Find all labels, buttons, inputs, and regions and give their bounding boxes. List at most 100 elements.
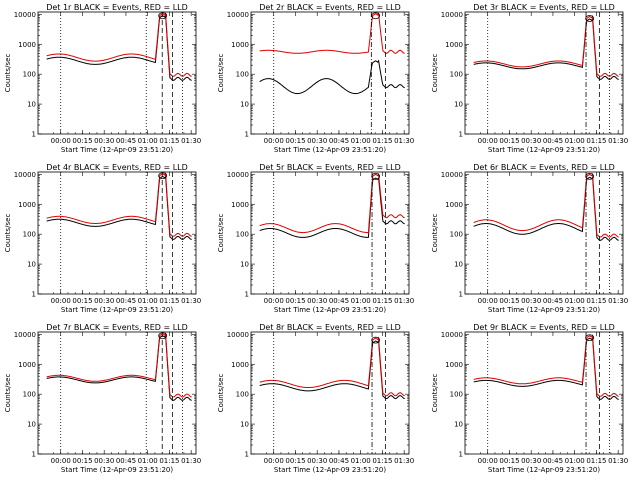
chart-title: Det 4r BLACK = Events, RED = LLD bbox=[46, 163, 188, 172]
chart-panel-8: Det 8r BLACK = Events, RED = LLD 1 10 100 10… bbox=[217, 323, 414, 474]
chart-panel-9: Det 9r BLACK = Events, RED = LLD 1 10 100 10… bbox=[431, 323, 628, 474]
x-tick-label: 00:00 bbox=[478, 457, 498, 465]
peak-marker bbox=[371, 336, 381, 344]
x-tick-label: 00:00 bbox=[51, 297, 71, 305]
y-tick-label: 100 bbox=[450, 71, 463, 79]
chart-title: Det 2r BLACK = Events, RED = LLD bbox=[259, 3, 401, 12]
y-axis-label: Counts/sec bbox=[217, 54, 225, 93]
x-tick-label: 01:15 bbox=[586, 137, 606, 145]
chart-panel-6: Det 6r BLACK = Events, RED = LLD 1 10 100 10… bbox=[431, 163, 628, 314]
x-tick-label: 00:45 bbox=[116, 137, 136, 145]
x-axis-label: Start Time (12-Apr-09 23:51:20) bbox=[61, 306, 173, 314]
x-tick-label: 00:15 bbox=[499, 137, 519, 145]
y-axis-label: Counts/sec bbox=[431, 374, 439, 413]
y-tick-label: 1 bbox=[32, 131, 36, 139]
x-tick-label: 00:00 bbox=[264, 297, 284, 305]
x-tick-label: 01:30 bbox=[181, 297, 201, 305]
x-tick-label: 01:30 bbox=[181, 457, 201, 465]
y-tick-label: 1 bbox=[245, 451, 249, 459]
y-tick-label: 1000 bbox=[445, 361, 463, 369]
series-group bbox=[473, 334, 619, 400]
x-tick-label: 00:00 bbox=[264, 457, 284, 465]
series-group bbox=[473, 172, 619, 241]
y-tick-label: 1000 bbox=[231, 201, 249, 209]
peak-marker bbox=[585, 334, 595, 342]
y-axis-label: Counts/sec bbox=[217, 214, 225, 253]
plot-frame bbox=[464, 171, 624, 295]
x-tick-label: 00:45 bbox=[543, 137, 563, 145]
x-tick-label: 01:30 bbox=[394, 297, 414, 305]
x-tick-label: 01:15 bbox=[372, 297, 392, 305]
x-tick-label: 00:30 bbox=[94, 457, 114, 465]
series-line-lld bbox=[473, 334, 619, 397]
y-tick-label: 10000 bbox=[14, 331, 36, 339]
x-tick-label: 00:30 bbox=[307, 137, 327, 145]
x-tick-label: 00:15 bbox=[72, 297, 92, 305]
y-tick-label: 1000 bbox=[445, 201, 463, 209]
y-tick-label: 10 bbox=[27, 101, 36, 109]
x-tick-label: 00:30 bbox=[94, 137, 114, 145]
plot-frame bbox=[464, 11, 624, 135]
x-tick-label: 00:15 bbox=[499, 297, 519, 305]
x-tick-label: 00:45 bbox=[329, 297, 349, 305]
y-tick-label: 10 bbox=[27, 421, 36, 429]
series-line-lld bbox=[259, 12, 405, 54]
y-tick-label: 10000 bbox=[441, 331, 463, 339]
y-tick-label: 10 bbox=[27, 261, 36, 269]
y-tick-label: 10000 bbox=[227, 331, 249, 339]
plot-frame bbox=[250, 11, 410, 135]
series-line-lld bbox=[46, 172, 192, 237]
x-tick-label: 00:00 bbox=[478, 137, 498, 145]
chart-title: Det 8r BLACK = Events, RED = LLD bbox=[259, 323, 401, 332]
chart-title: Det 6r BLACK = Events, RED = LLD bbox=[473, 163, 615, 172]
x-tick-label: 01:15 bbox=[159, 457, 179, 465]
y-tick-label: 100 bbox=[23, 231, 36, 239]
x-tick-label: 01:15 bbox=[586, 297, 606, 305]
x-axis-label: Start Time (12-Apr-09 23:51:20) bbox=[488, 466, 600, 474]
y-tick-label: 10 bbox=[454, 421, 463, 429]
y-tick-label: 100 bbox=[236, 71, 249, 79]
y-tick-label: 1 bbox=[245, 131, 249, 139]
y-tick-label: 1 bbox=[245, 291, 249, 299]
x-tick-label: 01:15 bbox=[372, 137, 392, 145]
peak-marker bbox=[585, 15, 595, 22]
x-axis-label: Start Time (12-Apr-09 23:51:20) bbox=[488, 306, 600, 314]
x-tick-label: 01:00 bbox=[565, 137, 585, 145]
y-tick-label: 100 bbox=[23, 391, 36, 399]
chart-title: Det 1r BLACK = Events, RED = LLD bbox=[46, 3, 188, 12]
x-tick-label: 01:30 bbox=[608, 137, 628, 145]
peak-marker bbox=[158, 12, 168, 20]
plot-frame bbox=[250, 331, 410, 455]
plot-frame bbox=[250, 171, 410, 295]
chart-panel-1: Det 1r BLACK = Events, RED = LLD 1 10 100 10… bbox=[4, 3, 201, 154]
y-tick-label: 1000 bbox=[231, 361, 249, 369]
series-line-lld bbox=[473, 14, 619, 77]
chart-title: Det 3r BLACK = Events, RED = LLD bbox=[473, 3, 615, 12]
series-line-events bbox=[259, 176, 405, 238]
y-tick-label: 100 bbox=[450, 391, 463, 399]
x-tick-label: 00:30 bbox=[94, 297, 114, 305]
x-tick-label: 01:00 bbox=[138, 457, 158, 465]
x-tick-label: 00:30 bbox=[307, 297, 327, 305]
y-axis-label: Counts/sec bbox=[431, 214, 439, 253]
y-tick-label: 10 bbox=[240, 101, 249, 109]
series-group bbox=[259, 172, 405, 238]
y-tick-label: 10 bbox=[240, 421, 249, 429]
x-tick-label: 00:15 bbox=[72, 457, 92, 465]
x-tick-label: 01:00 bbox=[565, 297, 585, 305]
y-tick-label: 10000 bbox=[14, 171, 36, 179]
y-tick-label: 10 bbox=[454, 261, 463, 269]
x-tick-label: 00:45 bbox=[329, 137, 349, 145]
x-tick-label: 00:15 bbox=[285, 457, 305, 465]
chart-panel-5: Det 5r BLACK = Events, RED = LLD 1 10 100 10… bbox=[217, 163, 414, 314]
x-tick-label: 00:30 bbox=[521, 457, 541, 465]
series-line-lld bbox=[259, 336, 405, 397]
x-tick-label: 00:15 bbox=[285, 137, 305, 145]
y-tick-label: 1000 bbox=[445, 41, 463, 49]
x-tick-label: 00:00 bbox=[478, 297, 498, 305]
chart-panel-3: Det 3r BLACK = Events, RED = LLD 1 10 100 10… bbox=[431, 3, 628, 154]
x-tick-label: 00:30 bbox=[307, 457, 327, 465]
y-tick-label: 1 bbox=[32, 451, 36, 459]
chart-panel-7: Det 7r BLACK = Events, RED = LLD 1 10 100 10… bbox=[4, 323, 201, 474]
